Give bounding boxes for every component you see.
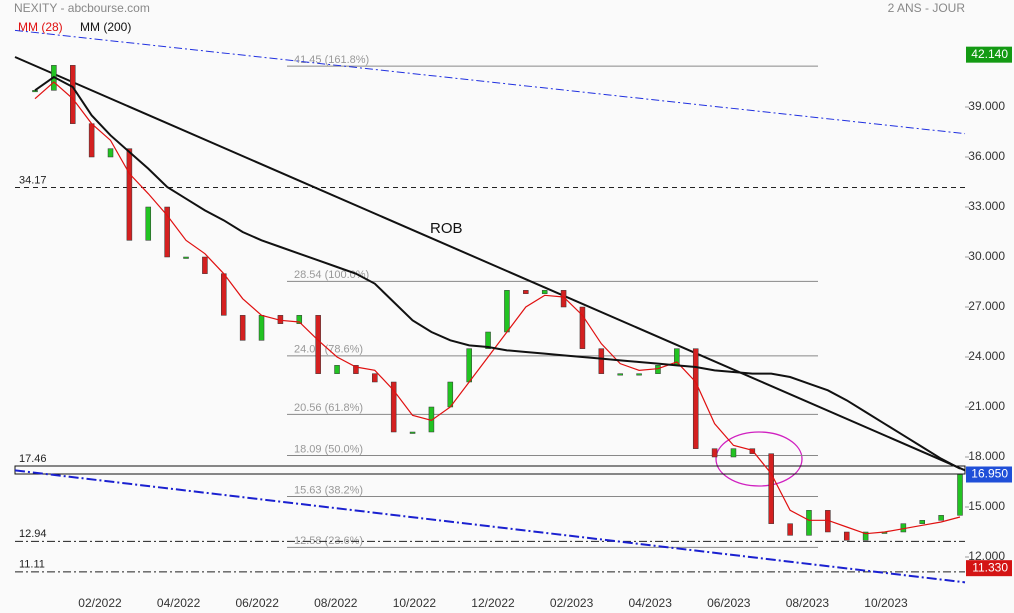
candle <box>862 531 869 541</box>
candle <box>164 206 170 258</box>
price-tag <box>966 466 1012 483</box>
x-tick-label: 10/2023 <box>864 596 908 610</box>
x-tick-label: 04/2023 <box>629 596 673 610</box>
candle <box>372 373 378 383</box>
legend-mm28: MM (28) <box>18 20 63 34</box>
candle <box>843 531 850 541</box>
candle <box>806 510 812 536</box>
y-tick-label: 21.000 <box>968 399 1005 413</box>
moving-average <box>34 75 961 470</box>
candle <box>919 520 925 524</box>
trendline <box>14 469 966 584</box>
candle <box>485 331 491 349</box>
candle <box>390 381 397 433</box>
candle <box>938 515 944 521</box>
candle <box>183 256 189 259</box>
candle <box>32 90 38 93</box>
y-tick-label: 24.000 <box>968 349 1005 363</box>
fib-label: 12.58 (23.6%) <box>294 535 363 547</box>
trendline <box>14 56 966 472</box>
chart-title: NEXITY - abcbourse.com <box>14 1 150 15</box>
candle <box>598 348 605 374</box>
x-tick-label: 04/2022 <box>157 596 201 610</box>
candle <box>466 348 472 383</box>
candle <box>541 290 548 294</box>
level-label: 11.11 <box>19 559 45 571</box>
candle <box>655 365 661 374</box>
candle <box>692 348 699 449</box>
candle <box>523 290 529 294</box>
candle <box>334 365 340 374</box>
x-tick-label: 06/2023 <box>707 596 751 610</box>
x-tick-label: 02/2022 <box>78 596 122 610</box>
candle <box>957 474 963 516</box>
y-tick-label: 15.000 <box>968 499 1005 513</box>
candle <box>126 148 133 241</box>
annotation: ROB <box>430 220 463 237</box>
candle <box>88 123 95 158</box>
fib-label: 15.63 (38.2%) <box>294 484 363 496</box>
candle <box>145 206 152 241</box>
level-label: 12.94 <box>19 528 47 540</box>
candle <box>221 273 227 316</box>
candle <box>296 315 303 324</box>
candle <box>353 365 359 374</box>
candle <box>315 315 321 374</box>
candle <box>202 256 208 274</box>
y-tick-label: 18.000 <box>968 449 1005 463</box>
fib-label: 18.09 (50.0%) <box>294 443 363 455</box>
candle <box>617 373 623 376</box>
candle <box>579 306 586 349</box>
x-tick-label: 06/2022 <box>236 596 280 610</box>
price-tag <box>966 46 1012 63</box>
fib-label: 41.45 (161.8%) <box>294 54 369 66</box>
price-tag-label: 16.950 <box>971 467 1008 481</box>
candle <box>70 65 76 124</box>
candle <box>258 315 265 341</box>
y-tick-label: 30.000 <box>968 249 1005 263</box>
price-tag <box>966 560 1012 577</box>
candle <box>636 373 642 376</box>
legend-mm200: MM (200) <box>80 20 131 34</box>
x-tick-label: 02/2023 <box>550 596 594 610</box>
y-tick-label: 36.000 <box>968 149 1005 163</box>
candle <box>239 315 246 341</box>
candle <box>711 448 718 458</box>
y-tick-label: 12.000 <box>968 549 1005 563</box>
candle <box>107 148 114 158</box>
candle <box>768 453 774 524</box>
price-tag-label: 42.140 <box>971 47 1008 61</box>
candle <box>447 381 454 408</box>
y-tick-label: 33.000 <box>968 199 1005 213</box>
x-tick-label: 10/2022 <box>393 596 437 610</box>
y-tick-label: 27.000 <box>968 299 1005 313</box>
chart-subtitle: 2 ANS - JOUR <box>888 1 966 15</box>
highlight-ellipse <box>715 431 803 487</box>
y-tick-label: 39.000 <box>968 99 1005 113</box>
candle <box>730 448 737 458</box>
candle <box>787 523 793 536</box>
x-tick-label: 08/2023 <box>786 596 830 610</box>
candle <box>504 290 510 333</box>
level-label: 17.46 <box>19 453 47 465</box>
moving-average <box>34 81 961 535</box>
level-label: 34.17 <box>19 174 47 186</box>
x-tick-label: 08/2022 <box>314 596 358 610</box>
fib-label: 20.56 (61.8%) <box>294 402 363 414</box>
price-tag-label: 11.330 <box>972 560 1008 574</box>
trendline <box>14 29 966 135</box>
candle <box>409 431 416 434</box>
x-tick-label: 12/2022 <box>471 596 515 610</box>
